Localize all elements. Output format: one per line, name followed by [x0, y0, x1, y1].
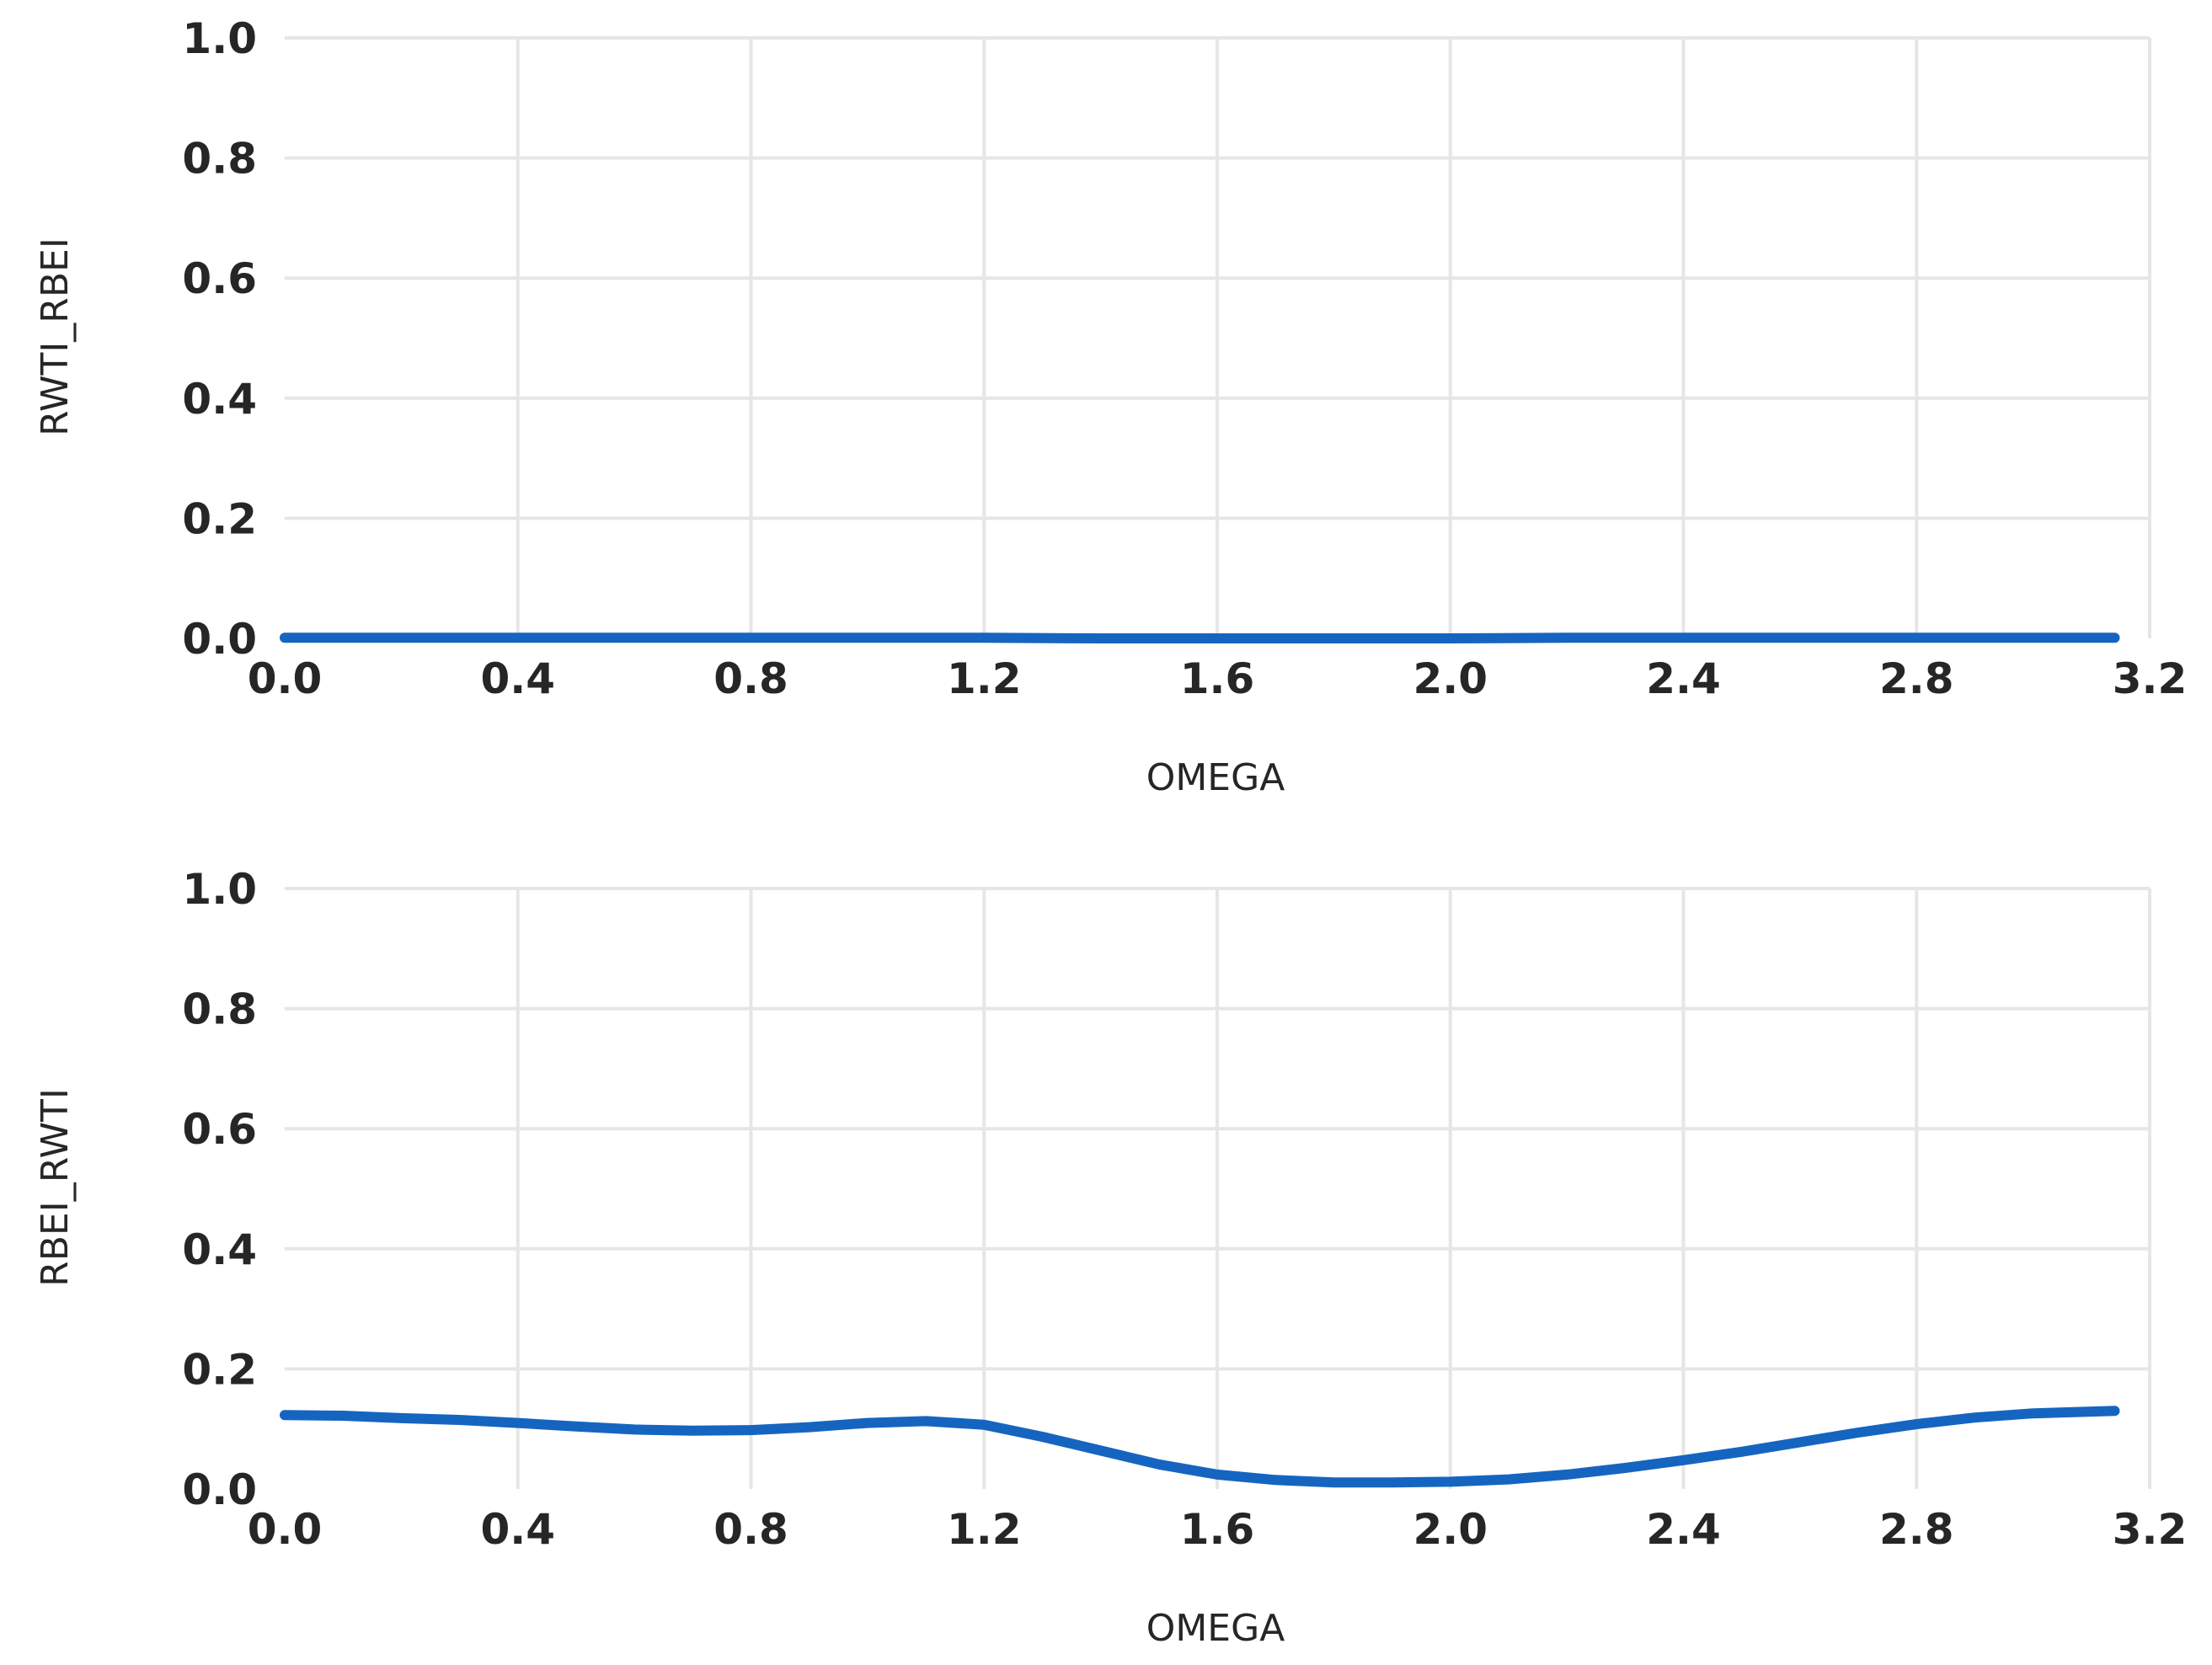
- bottom-chart-x-tick-label: 2.0: [1413, 1505, 1488, 1554]
- bottom-chart-y-tick-label: 0.4: [182, 1225, 257, 1274]
- top-chart-y-tick-label: 1.0: [182, 14, 257, 63]
- top-chart-x-tick-label: 0.4: [480, 654, 555, 703]
- top-chart-y-tick-label: 0.2: [182, 494, 257, 543]
- top-chart-x-tick-label: 1.6: [1180, 654, 1255, 703]
- bottom-chart-y-axis-title: RBEI_RWTI: [34, 1088, 77, 1287]
- top-chart: 0.0 0.4 0.8 1.2 1.6 2.0 2.4 2.8 3.2 0.0 0.2 0.4 0.6 0…: [34, 14, 2187, 799]
- top-chart-y-tick-label: 0.4: [182, 375, 257, 424]
- top-chart-x-tick-label: 2.8: [1879, 654, 1954, 703]
- bottom-chart: 0.0 0.4 0.8 1.2 1.6 2.0 2.4 2.8 3.2 0.0 0.2 0.4 0.6 0…: [34, 865, 2187, 1650]
- top-chart-y-tick-label: 0.6: [182, 254, 257, 303]
- top-chart-tick-labels: 0.0 0.4 0.8 1.2 1.6 2.0 2.4 2.8 3.2 0.0 0.2 0.4 0.6 0…: [182, 14, 2187, 703]
- top-chart-x-tick-label: 2.0: [1413, 654, 1488, 703]
- bottom-chart-x-tick-label: 0.4: [480, 1505, 555, 1554]
- bottom-chart-y-tick-label: 0.6: [182, 1105, 257, 1154]
- bottom-chart-x-tick-label: 2.8: [1879, 1505, 1954, 1554]
- bottom-chart-y-tick-label: 0.2: [182, 1345, 257, 1394]
- top-chart-x-tick-label: 1.2: [947, 654, 1022, 703]
- top-chart-y-tick-label: 0.0: [182, 615, 257, 664]
- bottom-chart-grid: [285, 887, 2151, 1489]
- top-chart-grid: [285, 36, 2151, 638]
- bottom-chart-x-tick-label: 3.2: [2113, 1505, 2188, 1554]
- bottom-chart-x-tick-label: 1.6: [1180, 1505, 1255, 1554]
- bottom-chart-series-line: [280, 1406, 2120, 1488]
- top-chart-x-tick-label: 0.0: [248, 654, 323, 703]
- bottom-chart-y-tick-label: 0.0: [182, 1465, 257, 1514]
- bottom-chart-y-tick-label: 1.0: [182, 865, 257, 914]
- bottom-chart-tick-labels: 0.0 0.4 0.8 1.2 1.6 2.0 2.4 2.8 3.2 0.0 0.2 0.4 0.6 0…: [182, 865, 2187, 1554]
- bottom-chart-x-tick-label: 2.4: [1646, 1505, 1721, 1554]
- top-chart-x-tick-label: 3.2: [2113, 654, 2188, 703]
- top-chart-x-tick-label: 2.4: [1646, 654, 1721, 703]
- bottom-chart-x-axis-title: OMEGA: [1146, 1607, 1285, 1650]
- top-chart-x-tick-label: 0.8: [713, 654, 788, 703]
- top-chart-y-axis-title: RWTI_RBEI: [34, 237, 77, 436]
- bottom-chart-x-tick-label: 0.0: [248, 1505, 323, 1554]
- bottom-chart-x-tick-label: 0.8: [713, 1505, 788, 1554]
- bottom-chart-y-tick-label: 0.8: [182, 985, 257, 1034]
- top-chart-y-tick-label: 0.8: [182, 135, 257, 184]
- bottom-chart-x-tick-label: 1.2: [947, 1505, 1022, 1554]
- top-chart-x-axis-title: OMEGA: [1146, 756, 1285, 799]
